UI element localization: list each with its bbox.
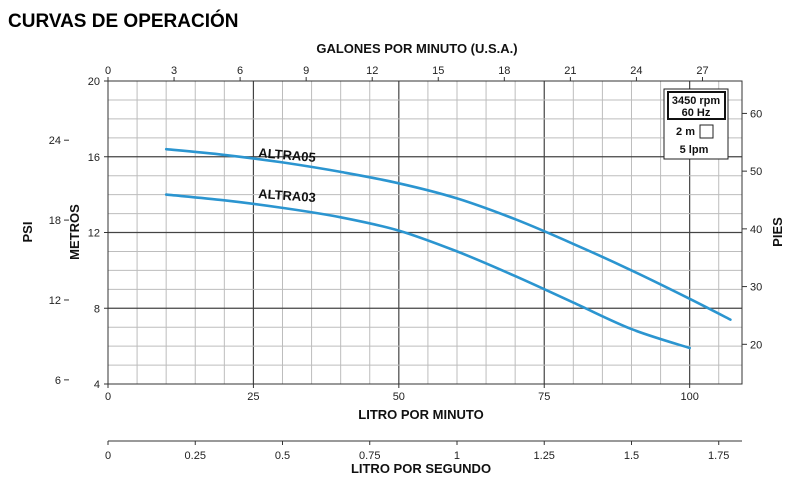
psi-tick-label: 18 — [49, 215, 61, 227]
lps-axis: 0 0.25 0.5 0.75 1 1.25 1.5 1.75 — [105, 440, 742, 462]
page-title: CURVAS DE OPERACIÓN — [8, 10, 239, 32]
bottom-tick-label: 50 — [393, 391, 405, 403]
lps-axis-label: LITRO POR SEGUNDO — [351, 461, 491, 476]
metros-axis-label: METROS — [67, 204, 82, 260]
top-tick-label: 21 — [564, 65, 576, 77]
top-tick-label: 18 — [498, 65, 510, 77]
bottom-tick-label: 100 — [680, 391, 698, 403]
top-tick-label: 3 — [171, 65, 177, 77]
series-label-altra03: ALTRA03 — [258, 186, 316, 205]
psi-tick-label: 6 — [55, 375, 61, 387]
bottom-axis-ticks: 0 25 50 75 100 — [105, 384, 699, 403]
bottom-axis-label: LITRO POR MINUTO — [358, 407, 483, 422]
pies-axis-ticks: 20 30 40 50 60 — [742, 108, 762, 351]
top-tick-label: 24 — [630, 65, 642, 77]
metros-tick-label: 4 — [94, 379, 100, 391]
lps-tick-label: 1.25 — [534, 450, 555, 462]
pies-axis-label: PIES — [770, 217, 785, 247]
lps-tick-label: 0.75 — [359, 450, 380, 462]
top-tick-label: 27 — [696, 65, 708, 77]
metros-tick-label: 8 — [94, 303, 100, 315]
series-line-altra03 — [164, 193, 691, 350]
metros-tick-label: 12 — [88, 228, 100, 240]
bottom-tick-label: 25 — [247, 391, 259, 403]
series-line-altra05 — [164, 147, 732, 321]
top-tick-label: 12 — [366, 65, 378, 77]
top-tick-label: 15 — [432, 65, 444, 77]
info-scale-horizontal: 5 lpm — [680, 144, 709, 156]
pies-tick-label: 40 — [750, 224, 762, 236]
info-box-speed-frame — [667, 91, 726, 120]
top-tick-label: 6 — [237, 65, 243, 77]
metros-tick-label: 20 — [88, 76, 100, 88]
lps-tick-label: 1 — [454, 450, 460, 462]
pies-tick-label: 20 — [750, 339, 762, 351]
pies-tick-label: 60 — [750, 108, 762, 120]
chart-grid — [108, 81, 742, 384]
series-label-altra05: ALTRA05 — [258, 145, 317, 165]
top-axis-ticks: 0 3 6 9 12 15 18 21 24 27 — [105, 65, 709, 81]
info-box: 3450 rpm 60 Hz 2 m 5 lpm — [663, 88, 729, 160]
bottom-tick-label: 75 — [538, 391, 550, 403]
info-speed: 3450 rpm — [672, 95, 721, 107]
lps-tick-label: 1.5 — [624, 450, 639, 462]
series-layer: ALTRA05 ALTRA03 — [164, 145, 732, 350]
info-frequency: 60 Hz — [682, 107, 711, 119]
top-tick-label: 9 — [303, 65, 309, 77]
psi-tick-label: 24 — [49, 135, 61, 147]
psi-axis-label: PSI — [20, 222, 35, 243]
metros-tick-label: 16 — [88, 152, 100, 164]
top-tick-label: 0 — [105, 65, 111, 77]
psi-axis-ticks: 6 12 18 24 — [49, 135, 69, 387]
top-axis-label: GALONES POR MINUTO (U.S.A.) — [316, 41, 517, 56]
lps-tick-label: 0 — [105, 450, 111, 462]
psi-tick-label: 12 — [49, 295, 61, 307]
pies-tick-label: 50 — [750, 166, 762, 178]
metros-axis-ticks: 4 8 12 16 20 — [88, 76, 108, 391]
lps-tick-label: 1.75 — [708, 450, 729, 462]
info-scale-vertical: 2 m — [676, 126, 695, 138]
lps-tick-label: 0.25 — [185, 450, 206, 462]
lps-tick-label: 0.5 — [275, 450, 290, 462]
scale-square-icon — [699, 124, 714, 139]
pies-tick-label: 30 — [750, 282, 762, 294]
bottom-tick-label: 0 — [105, 391, 111, 403]
